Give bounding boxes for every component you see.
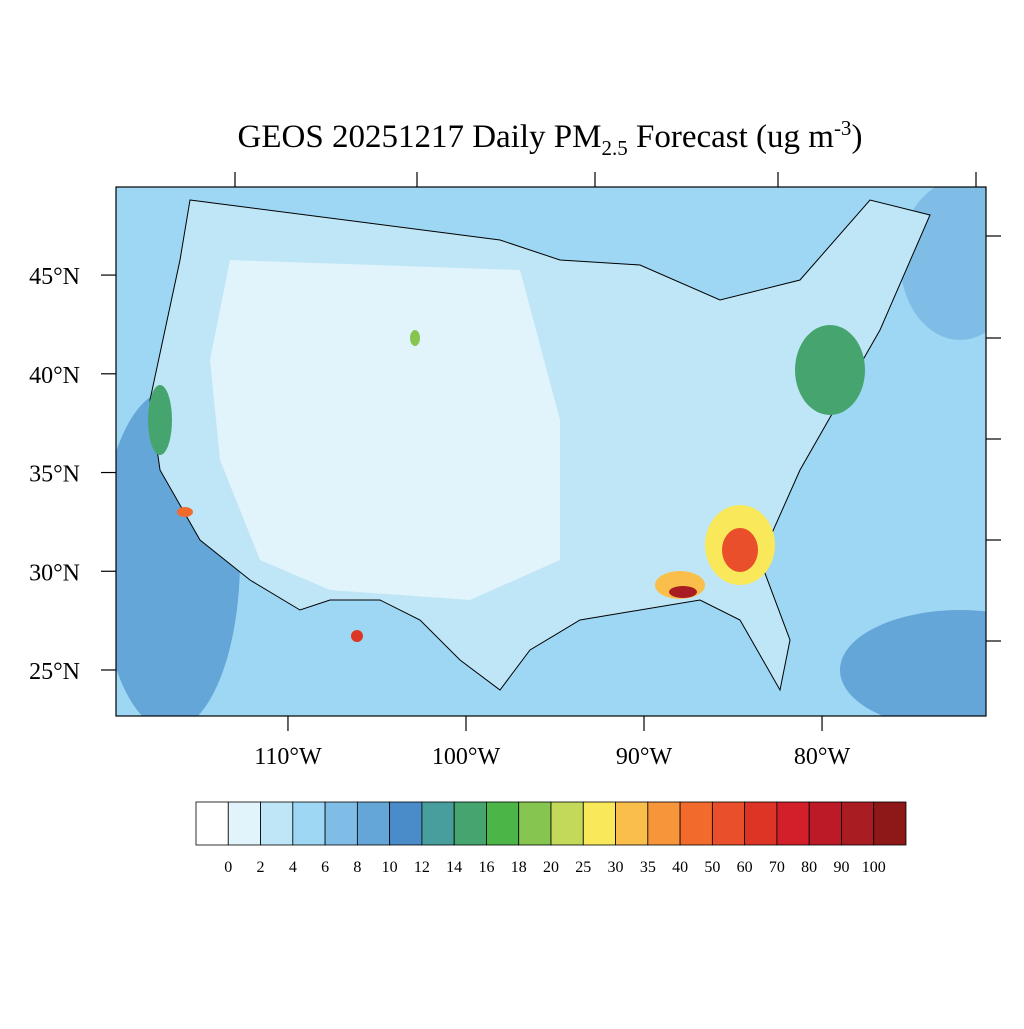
colorbar-label: 4 (289, 859, 297, 876)
colorbar-label: 80 (801, 859, 817, 876)
colorbar-box (421, 801, 455, 846)
colorbar-label: 20 (543, 859, 559, 876)
colorbar-box (615, 801, 649, 846)
colorbar-box (453, 801, 487, 846)
colorbar-box (227, 801, 261, 846)
colorbar-label: 16 (478, 859, 494, 876)
y-tick-label: 35°N (29, 462, 80, 488)
colorbar-label: 30 (608, 859, 624, 876)
colorbar-label: 6 (321, 859, 329, 876)
title-main: GEOS 20251217 Daily PM (238, 119, 602, 155)
x-tick-label: 80°W (794, 744, 851, 770)
field-patch (795, 325, 865, 415)
title-rest: Forecast (ug m (628, 119, 835, 155)
field-patch (840, 610, 986, 716)
colorbar-label: 18 (511, 859, 527, 876)
field-patch (148, 385, 172, 455)
colorbar-box (841, 801, 875, 846)
colorbar-box (518, 801, 552, 846)
colorbar-box (486, 801, 520, 846)
colorbar-box (260, 801, 294, 846)
field-patch (669, 586, 697, 598)
y-tick-label: 30°N (29, 560, 80, 586)
colorbar-box (356, 801, 391, 846)
field-patch (351, 630, 363, 642)
x-tick-label: 90°W (616, 744, 673, 770)
colorbar-box (389, 801, 423, 846)
title-superscript: -3 (834, 116, 852, 140)
colorbar-box (195, 801, 229, 846)
colorbar-label: 14 (446, 859, 462, 876)
field-patch (900, 187, 986, 340)
map-title: GEOS 20251217 Daily PM2.5 Forecast (ug m… (238, 116, 863, 160)
colorbar-box (324, 801, 358, 846)
title-end: ) (851, 119, 862, 155)
colorbar-label: 35 (640, 859, 656, 876)
colorbar-box (711, 801, 746, 846)
colorbar-label: 100 (862, 859, 886, 876)
field-patch (210, 260, 560, 600)
colorbar-label: 0 (224, 859, 232, 876)
colorbar-box (647, 801, 681, 846)
colorbar-label: 50 (704, 859, 720, 876)
colorbar-label: 10 (382, 859, 398, 876)
colorbar-box (873, 801, 907, 846)
field-patch (722, 528, 758, 572)
field-patch (410, 330, 420, 346)
colorbar-box (744, 801, 778, 846)
colorbar-box (808, 801, 842, 846)
projected-ticks (234, 172, 1001, 642)
axes-and-colorbar: 110°W 100°W 90°W 80°W 25°N 30°N 35°N 40°N 45°N 0 2… (29, 264, 907, 876)
colorbar-box (292, 801, 326, 846)
colorbar-label: 12 (414, 859, 430, 876)
map-field (116, 187, 986, 716)
colorbar-label: 90 (833, 859, 849, 876)
y-tick-label: 45°N (29, 264, 80, 290)
colorbar-box (776, 801, 810, 846)
colorbar-label: 8 (353, 859, 361, 876)
colorbar-box (582, 801, 616, 846)
y-tick-label: 25°N (29, 659, 80, 685)
colorbar-label: 40 (672, 859, 688, 876)
field-patch (177, 507, 193, 517)
title-subscript: 2.5 (601, 136, 627, 160)
map-frame (115, 186, 987, 717)
colorbar-label: 25 (575, 859, 591, 876)
colorbar-box (550, 801, 584, 846)
y-tick-label: 40°N (29, 363, 80, 389)
colorbar-label: 70 (769, 859, 785, 876)
x-tick-label: 100°W (432, 744, 501, 770)
colorbar-label: 60 (737, 859, 753, 876)
x-tick-label: 110°W (254, 744, 322, 770)
colorbar-box (679, 801, 713, 846)
colorbar-label: 2 (257, 859, 265, 876)
